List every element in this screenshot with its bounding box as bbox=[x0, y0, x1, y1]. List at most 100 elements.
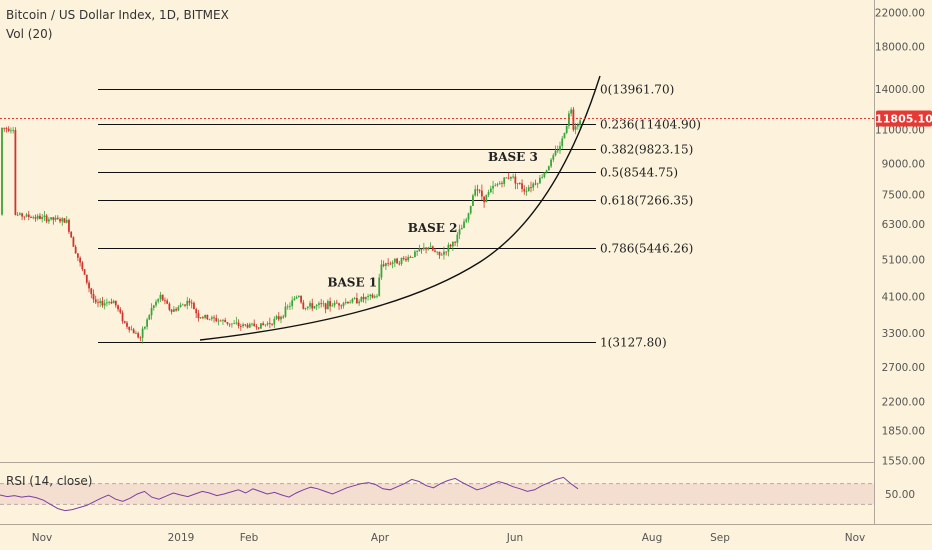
candle-body bbox=[306, 306, 309, 308]
candle-body bbox=[244, 324, 247, 326]
candle-body bbox=[52, 217, 55, 220]
candle-body bbox=[54, 217, 57, 220]
candle-body bbox=[478, 190, 481, 192]
candle-body bbox=[396, 258, 398, 264]
time-axis-tick: Sep bbox=[710, 532, 730, 544]
candle-body bbox=[103, 303, 106, 306]
base-labels: BASE 1 BASE 2 BASE 3 bbox=[327, 150, 538, 290]
candle-body bbox=[489, 188, 492, 193]
candle-body bbox=[445, 251, 448, 253]
candle-body bbox=[351, 298, 354, 303]
price-axis-tick: 5100.00 bbox=[882, 254, 925, 266]
candle-body bbox=[3, 127, 6, 129]
chart-title: Bitcoin / US Dollar Index, 1D, BITMEX bbox=[6, 8, 229, 22]
candle-body bbox=[329, 301, 332, 307]
candle-body bbox=[18, 213, 21, 215]
candle-body bbox=[463, 221, 465, 228]
candle-body bbox=[393, 258, 396, 263]
candle-body bbox=[257, 327, 260, 329]
candle-body bbox=[469, 205, 472, 214]
candle-body bbox=[193, 302, 195, 310]
price-axis[interactable]: 22000.00 18000.00 14000.00 11000.00 9000.00 7… bbox=[875, 8, 925, 468]
candle-body bbox=[12, 129, 15, 131]
candle-body bbox=[206, 314, 209, 320]
current-price-tag-box bbox=[876, 110, 932, 127]
price-axis-tick: 18000.00 bbox=[875, 42, 925, 54]
candle-body bbox=[268, 323, 271, 324]
candle-body bbox=[402, 257, 405, 259]
candle-body bbox=[264, 324, 267, 326]
candle-body bbox=[260, 323, 262, 329]
candle-body bbox=[454, 241, 456, 243]
candle-body bbox=[219, 320, 222, 322]
time-axis-tick: Nov bbox=[845, 532, 866, 544]
candle-body bbox=[76, 253, 79, 258]
candle-body bbox=[248, 324, 251, 328]
candle-body bbox=[311, 303, 314, 309]
candle-body bbox=[16, 214, 19, 216]
candle-body bbox=[400, 257, 403, 264]
price-pane[interactable] bbox=[0, 0, 874, 462]
time-axis-tick: Apr bbox=[371, 532, 390, 544]
candle-body bbox=[494, 185, 497, 187]
candle-body bbox=[68, 219, 70, 232]
candle-body bbox=[280, 316, 282, 320]
candle-body bbox=[155, 301, 157, 306]
candle-body bbox=[112, 300, 115, 304]
candle-body bbox=[505, 177, 508, 179]
base-label: BASE 1 bbox=[327, 275, 377, 289]
candle-body bbox=[431, 246, 434, 251]
candle-body bbox=[117, 305, 119, 310]
candle-body bbox=[79, 257, 82, 263]
candle-body bbox=[498, 183, 501, 185]
candle-body bbox=[380, 264, 383, 278]
price-axis-tick: 7500.00 bbox=[882, 189, 925, 201]
candle-body bbox=[572, 109, 575, 130]
candle-body bbox=[331, 305, 334, 307]
parabolic-curve[interactable] bbox=[199, 75, 601, 341]
candle-body bbox=[168, 303, 171, 310]
fib-level-label: 0.382(9823.15) bbox=[600, 143, 693, 157]
time-axis-tick: Feb bbox=[240, 532, 259, 544]
candle-body bbox=[224, 319, 227, 323]
time-axis-tick: Aug bbox=[642, 532, 663, 544]
candle-body bbox=[210, 317, 213, 319]
price-axis-tick: 9000.00 bbox=[882, 159, 925, 171]
candle-body bbox=[382, 264, 385, 266]
candle-body bbox=[253, 323, 256, 327]
candle-body bbox=[355, 297, 358, 304]
candle-body bbox=[181, 304, 184, 306]
candle-body bbox=[217, 320, 220, 322]
candle-body bbox=[358, 301, 361, 304]
candle-body bbox=[429, 246, 432, 248]
price-axis-tick: 2200.00 bbox=[882, 396, 925, 408]
candle-body bbox=[266, 323, 269, 325]
time-axis-tick: 2019 bbox=[168, 532, 195, 544]
fibonacci-retracement[interactable]: 0(13961.70) 0.236(11404.90) 0.382(9823.15)… bbox=[98, 83, 701, 350]
candle-body bbox=[389, 263, 392, 265]
candle-body bbox=[99, 300, 102, 304]
candle-body bbox=[440, 254, 443, 256]
candle-body bbox=[50, 217, 53, 220]
candle-body bbox=[135, 333, 137, 335]
candle-body bbox=[123, 321, 126, 323]
candle-body bbox=[362, 296, 365, 300]
candle-body bbox=[313, 306, 316, 309]
price-axis-tick: 6300.00 bbox=[882, 219, 925, 231]
candle-body bbox=[177, 307, 180, 311]
candle-body bbox=[369, 294, 372, 297]
candle-body bbox=[458, 229, 461, 235]
candle-body bbox=[570, 109, 573, 114]
fib-level-label: 1(3127.80) bbox=[600, 336, 667, 350]
candle-body bbox=[90, 288, 93, 295]
rsi-band-fill bbox=[0, 483, 874, 505]
candle-body bbox=[550, 159, 552, 167]
candle-body bbox=[190, 302, 193, 304]
candle-body bbox=[208, 318, 211, 320]
candle-body bbox=[94, 299, 97, 303]
candle-body bbox=[559, 145, 561, 151]
rsi-indicator-label: RSI (14, close) bbox=[6, 474, 92, 488]
candle-body bbox=[43, 215, 46, 217]
time-axis[interactable]: Nov 2019 Feb Apr Jun Aug Sep Nov bbox=[32, 532, 866, 544]
